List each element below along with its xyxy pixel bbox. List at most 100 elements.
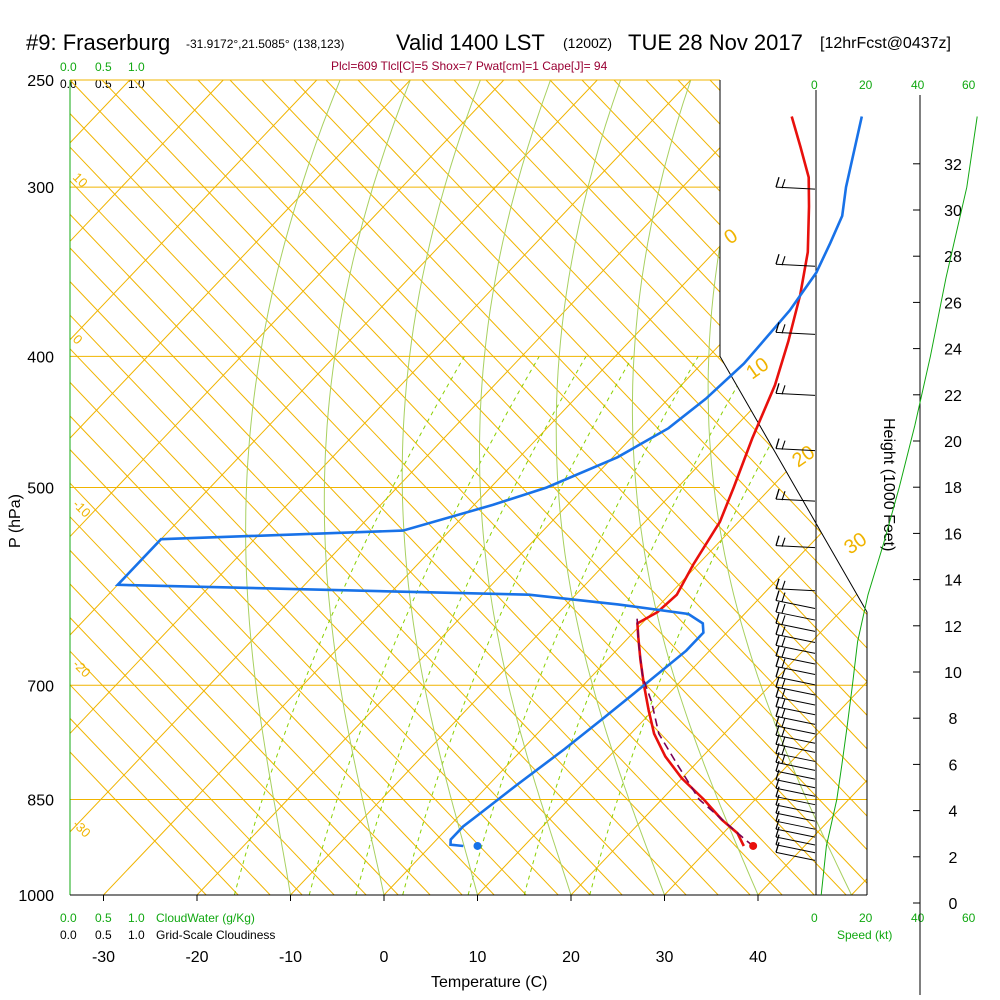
parcel-start-point xyxy=(749,841,758,850)
x-tick-label: -20 xyxy=(185,949,208,966)
dry-adiabat-line xyxy=(70,80,467,895)
dry-adiabat-line xyxy=(70,80,851,895)
dry-adiabat-line xyxy=(613,80,867,895)
height-tick-label: 2 xyxy=(949,850,958,867)
dry-adiabat-line xyxy=(229,80,867,895)
wind-barb xyxy=(775,761,816,771)
isotherm-label: 0 xyxy=(70,332,86,348)
wind-barb-flag xyxy=(775,842,780,853)
mixing-ratio-line xyxy=(355,356,587,895)
dry-adiabat-line xyxy=(133,80,867,895)
wind-barb-flag xyxy=(775,810,780,822)
wind-barb-flag xyxy=(775,438,780,449)
cloudiness-tick-1: 0.5 xyxy=(95,928,112,942)
isotherm-label: -10 xyxy=(70,497,94,521)
moist-adiabat-line xyxy=(478,80,572,895)
height-tick-label: 6 xyxy=(949,757,958,774)
moist-adiabat-line xyxy=(323,80,411,895)
wind-barb-flag xyxy=(775,802,780,814)
x-tick-label: 30 xyxy=(656,949,674,966)
wind-barb-flag xyxy=(781,385,786,395)
plot-boundary-line xyxy=(719,80,868,895)
wind-barb-flag xyxy=(775,254,780,265)
dry-adiabat-line xyxy=(70,80,531,895)
dry-adiabat-line xyxy=(485,80,867,895)
cloudwater-tick-0: 0.0 xyxy=(60,911,77,925)
isotherm-line xyxy=(70,80,411,895)
wind-barb-flag xyxy=(781,647,786,658)
forecast-info: [12hrFcst@0437z] xyxy=(820,35,951,52)
dry-adiabat-line xyxy=(293,80,867,895)
y-tick-label: 500 xyxy=(27,481,54,498)
dry-adiabat-line xyxy=(165,80,867,895)
height-tick-label: 28 xyxy=(944,249,962,266)
cloudiness-label: Grid-Scale Cloudiness xyxy=(156,928,275,942)
wind-barb xyxy=(775,611,816,621)
wind-barb xyxy=(775,770,816,780)
wind-barb-flag xyxy=(775,322,780,333)
height-tick-label: 20 xyxy=(944,434,962,451)
wind-barb-flag xyxy=(775,826,780,838)
wind-barb-flag xyxy=(781,179,786,189)
height-tick-label: 32 xyxy=(944,157,962,174)
isotherm-label: -30 xyxy=(70,817,94,841)
speed-tick-bottom-60: 60 xyxy=(962,911,976,925)
wind-barb-flag xyxy=(775,818,780,830)
wind-barb-flag xyxy=(775,578,780,589)
wind-barb-flag xyxy=(775,686,780,698)
wind-barb-flag xyxy=(775,696,780,707)
plot-frame xyxy=(69,80,868,896)
speed-tick-top-60: 60 xyxy=(962,78,976,92)
dry-adiabat-line xyxy=(70,80,627,895)
cloudwater-tick-0: 0.0 xyxy=(60,60,77,74)
wind-barb xyxy=(775,779,816,789)
y-tick-label: 250 xyxy=(27,73,54,90)
y-axis-title: P (hPa) xyxy=(7,494,24,548)
mixing-ratio-line xyxy=(523,356,755,895)
valid-zulu: (1200Z) xyxy=(563,35,612,51)
mixing-ratio-label: 12 xyxy=(512,895,534,917)
isotherm-line xyxy=(570,80,867,895)
wind-barb-flag xyxy=(775,613,780,624)
height-tick-label: 30 xyxy=(944,203,962,220)
dry-adiabat-line xyxy=(581,80,867,895)
mixing-ratio-line xyxy=(467,356,699,895)
mixing-ratio-line xyxy=(589,356,821,895)
isotherm-line xyxy=(664,80,867,895)
height-tick-label: 18 xyxy=(944,480,962,497)
wind-barb-flag xyxy=(781,688,786,699)
wind-barb-flag xyxy=(781,678,786,689)
wind-barb-flag xyxy=(775,535,780,546)
cloudwater-tick-1: 0.5 xyxy=(95,60,112,74)
mixing-ratio-label: 2 xyxy=(297,900,313,917)
wind-barb-flag xyxy=(781,615,786,625)
wind-barb xyxy=(775,633,816,643)
wind-barb-flag xyxy=(781,708,786,718)
wind-barb-flag xyxy=(775,656,780,667)
valid-time: Valid 1400 LST xyxy=(396,30,545,55)
dry-adiabat-line xyxy=(70,80,563,895)
wind-barb xyxy=(775,812,816,822)
dry-adiabat-line xyxy=(805,80,867,895)
moist-adiabat-line xyxy=(401,80,481,895)
dry-adiabat-line xyxy=(70,80,243,895)
wind-barb-flag xyxy=(781,637,786,647)
y-tick-label: 300 xyxy=(27,180,54,197)
dry-adiabat-line xyxy=(70,80,755,895)
wind-barb xyxy=(775,666,816,676)
parcel-line xyxy=(636,618,754,847)
wind-barb xyxy=(775,787,816,797)
x-tick-label: 20 xyxy=(562,949,580,966)
wind-barb xyxy=(775,851,816,861)
isotherm-line xyxy=(70,80,224,895)
dry-adiabat-line xyxy=(197,80,867,895)
wind-barb-flag xyxy=(775,834,780,845)
station-coords: -31.9172°,21.5085° (138,123) xyxy=(186,37,344,51)
mixing-ratio-label: 20 xyxy=(577,895,599,917)
mixing-ratio-label: 8 xyxy=(456,900,472,917)
wind-barb xyxy=(775,743,816,753)
wind-barb xyxy=(775,734,816,744)
x-tick-label: 40 xyxy=(749,949,767,966)
dry-adiabat-line xyxy=(70,80,723,895)
